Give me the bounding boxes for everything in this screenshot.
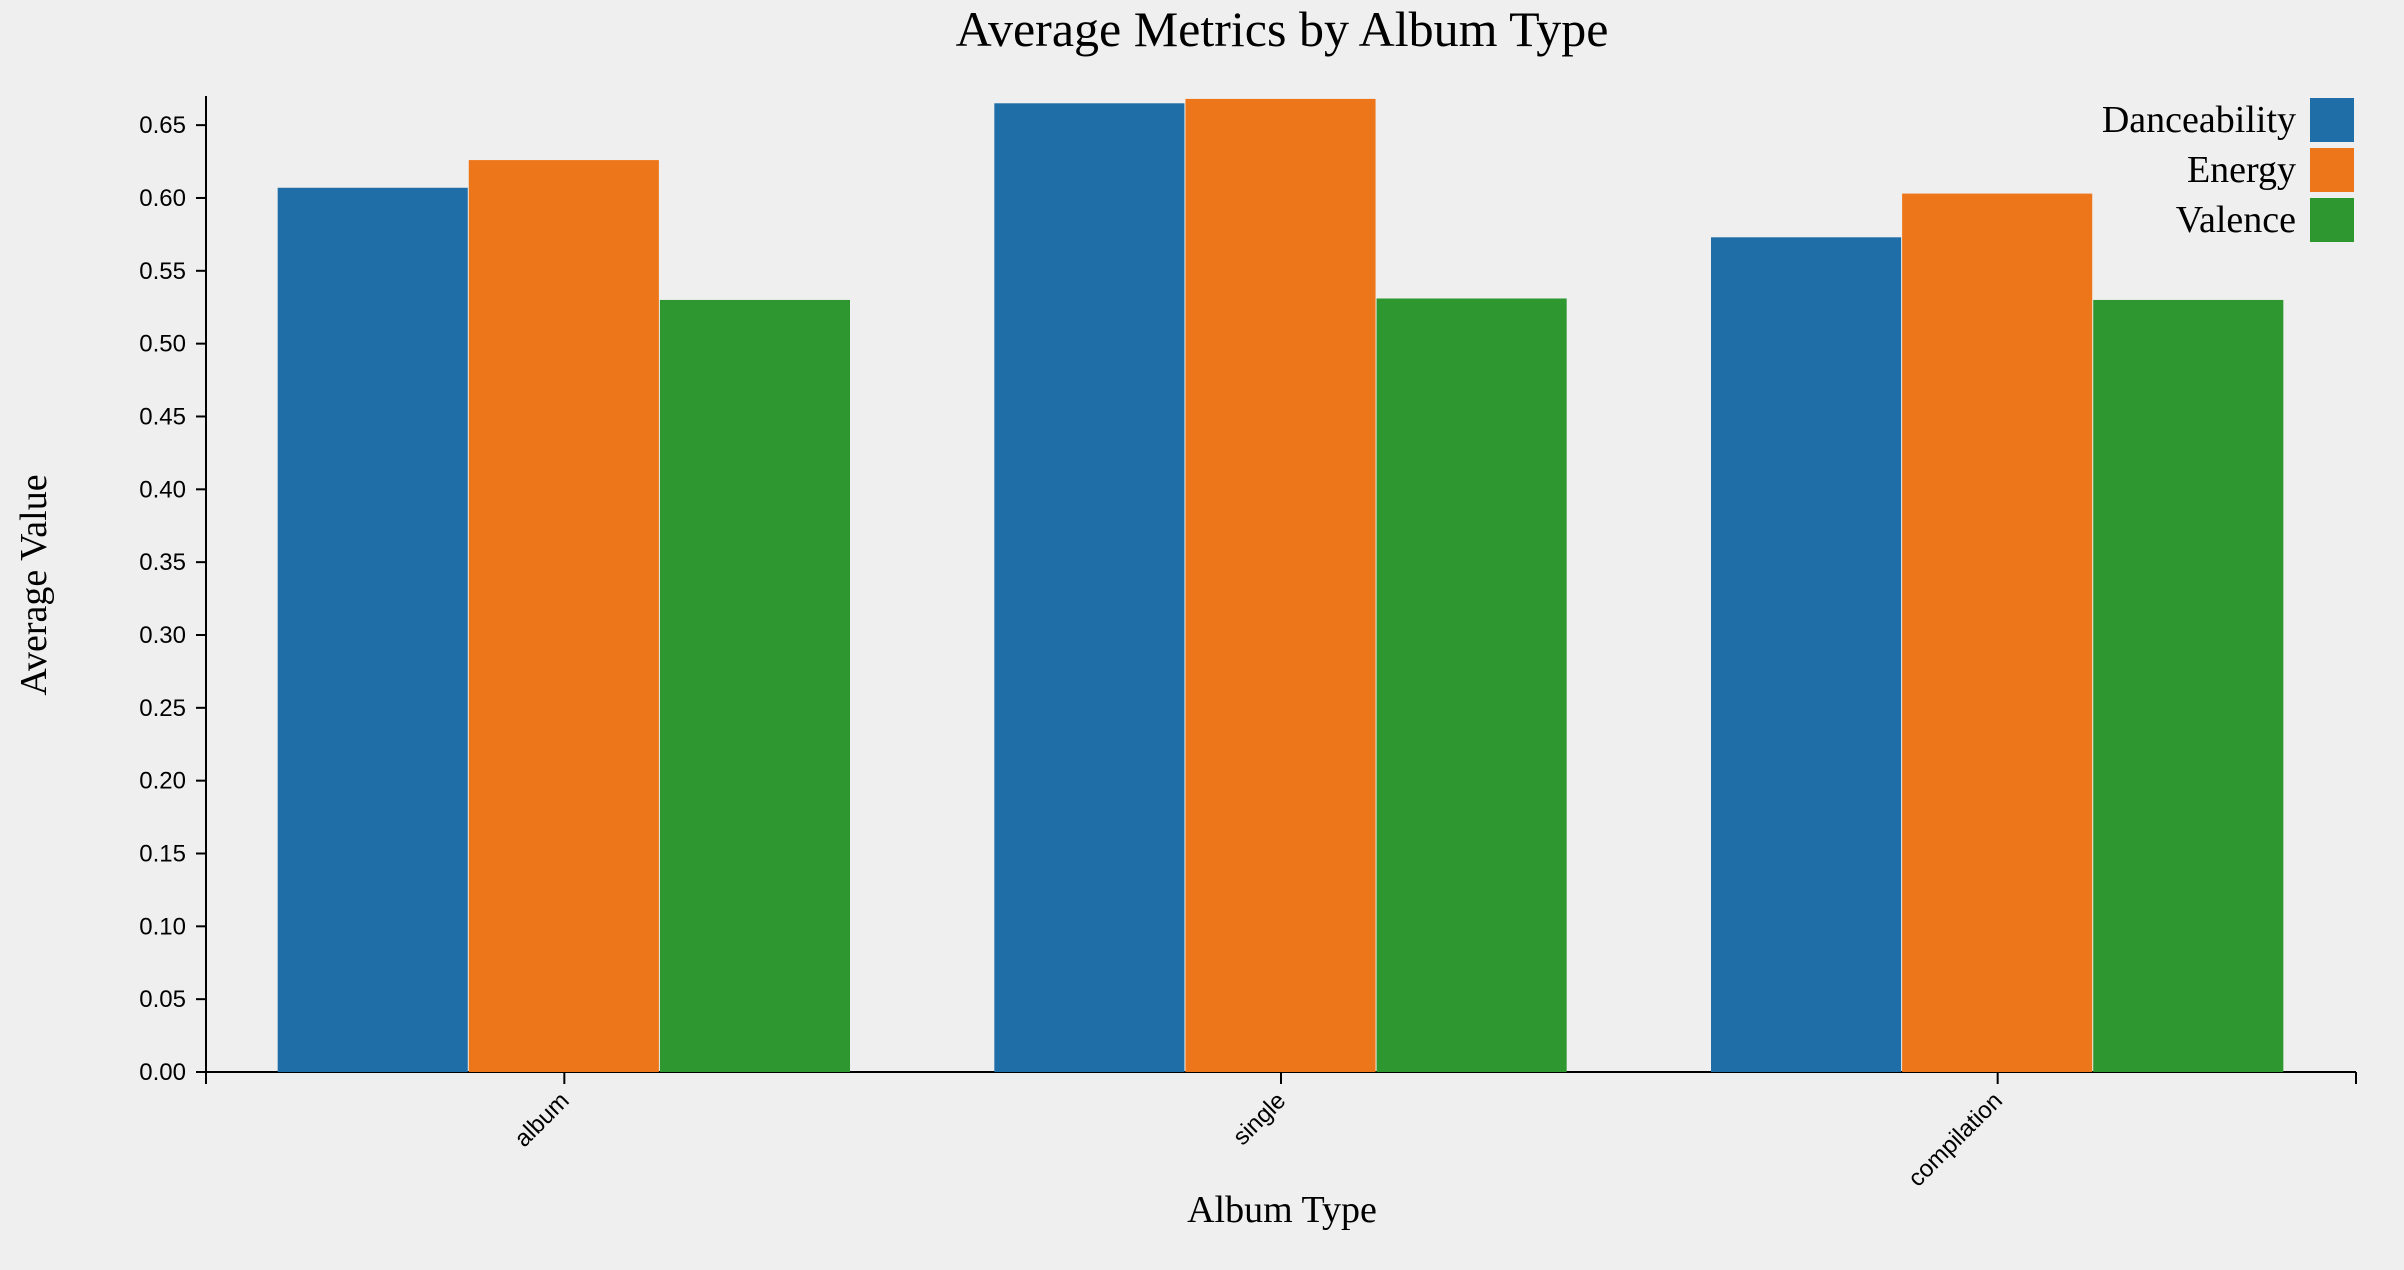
y-tick-label: 0.35: [139, 549, 186, 576]
y-tick-label: 0.30: [139, 622, 186, 649]
legend-label-danceability: Danceability: [2102, 99, 2296, 141]
x-axis-label: Album Type: [1187, 1189, 1377, 1231]
y-tick-label: 0.45: [139, 403, 186, 430]
x-tick-label: single: [1228, 1087, 1291, 1150]
y-tick-label: 0.00: [139, 1059, 186, 1086]
legend-label-energy: Energy: [2187, 149, 2296, 191]
y-tick-label: 0.10: [139, 913, 186, 940]
bar-danceability-compilation: [1711, 237, 1902, 1072]
x-tick-label: album: [509, 1087, 574, 1152]
legend-swatch-energy: [2310, 148, 2354, 192]
bar-valence-single: [1376, 298, 1567, 1072]
y-tick-label: 0.50: [139, 331, 186, 358]
x-axis: album single compilation: [205, 1071, 2357, 1192]
y-tick-label: 0.40: [139, 476, 186, 503]
y-tick-label: 0.20: [139, 768, 186, 795]
y-tick-label: 0.15: [139, 840, 186, 867]
legend-swatch-danceability: [2310, 98, 2354, 142]
y-tick-label: 0.25: [139, 695, 186, 722]
bar-energy-album: [468, 160, 659, 1072]
bar-danceability-album: [277, 187, 468, 1072]
y-tick-label: 0.05: [139, 986, 186, 1013]
x-tick-label: compilation: [1903, 1087, 2008, 1192]
y-tick-label: 0.55: [139, 258, 186, 285]
bar-energy-compilation: [1902, 193, 2093, 1073]
legend-swatch-valence: [2310, 198, 2354, 242]
y-tick-label: 0.60: [139, 185, 186, 212]
bar-energy-single: [1185, 98, 1376, 1072]
bars-group: [277, 98, 2284, 1073]
y-axis-label: Average Value: [13, 474, 55, 695]
bar-valence-compilation: [2093, 299, 2284, 1072]
legend-label-valence: Valence: [2176, 199, 2296, 241]
bar-danceability-single: [994, 103, 1185, 1073]
bar-valence-album: [659, 299, 850, 1072]
chart-title: Average Metrics by Album Type: [956, 1, 1609, 57]
y-tick-label: 0.65: [139, 112, 186, 139]
legend: Danceability Energy Valence: [2102, 98, 2354, 242]
y-axis: 0.00 0.05 0.10 0.15 0.20 0.25 0.30 0.35 0.40 0.45…: [139, 96, 207, 1086]
